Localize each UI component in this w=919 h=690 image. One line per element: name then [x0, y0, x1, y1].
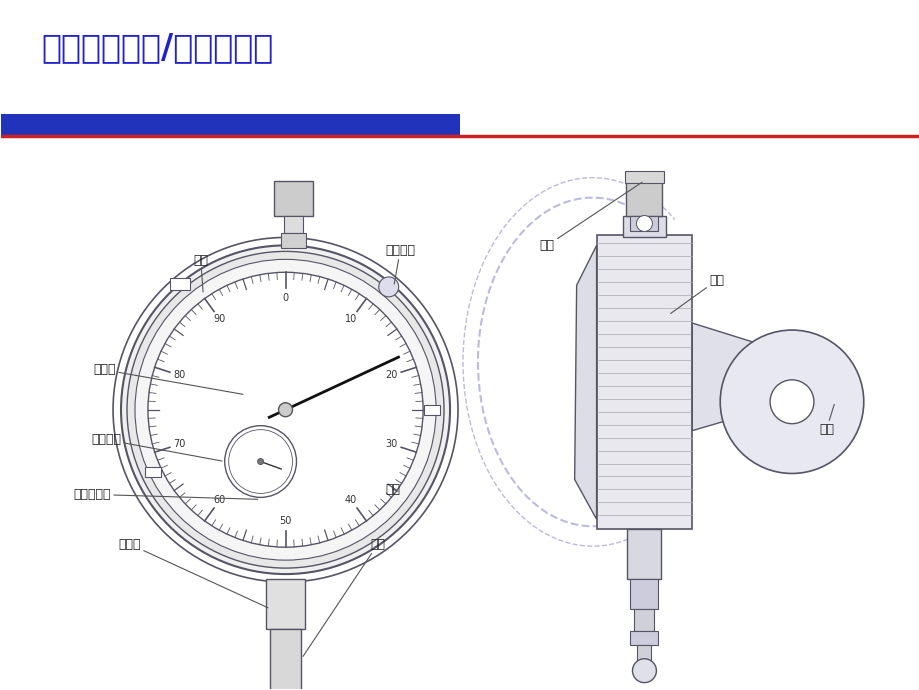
Bar: [273, 181, 313, 215]
Text: 60: 60: [213, 495, 226, 505]
Bar: [624, 170, 664, 183]
Bar: [630, 215, 658, 231]
Circle shape: [148, 273, 423, 547]
Bar: [637, 644, 651, 661]
Polygon shape: [574, 246, 596, 520]
Bar: [283, 215, 303, 233]
Bar: [144, 466, 161, 477]
Text: 界限指针: 界限指针: [385, 244, 414, 284]
Text: 主指针: 主指针: [94, 364, 243, 394]
Bar: [630, 579, 658, 609]
Bar: [627, 529, 661, 579]
Text: 表盘: 表盘: [385, 483, 400, 496]
Bar: [170, 278, 189, 290]
Text: 表圈: 表圈: [193, 254, 208, 292]
Circle shape: [224, 426, 296, 497]
Circle shape: [631, 659, 655, 682]
Text: 表体: 表体: [670, 274, 723, 313]
Text: 80: 80: [173, 371, 186, 380]
Text: 转数指针: 转数指针: [91, 433, 221, 461]
Circle shape: [379, 277, 398, 297]
Bar: [622, 215, 665, 237]
Bar: [280, 233, 306, 248]
Circle shape: [769, 380, 813, 424]
Circle shape: [127, 251, 444, 568]
Text: 50: 50: [279, 516, 291, 526]
Text: 10: 10: [345, 315, 357, 324]
Bar: [596, 235, 691, 529]
Bar: [630, 631, 658, 644]
Text: 测量头: 测量头: [0, 689, 1, 690]
Circle shape: [278, 403, 292, 417]
Circle shape: [636, 215, 652, 231]
Bar: [266, 579, 305, 629]
Text: 测量杆: 测量杆: [119, 538, 267, 608]
Circle shape: [257, 459, 264, 464]
Circle shape: [720, 330, 863, 473]
Circle shape: [135, 259, 436, 560]
Polygon shape: [691, 323, 777, 431]
Bar: [626, 181, 662, 215]
Text: 轴套: 轴套: [302, 538, 385, 656]
Text: 0: 0: [282, 293, 289, 303]
Text: 挡帽: 挡帽: [539, 182, 641, 252]
Text: 70: 70: [173, 440, 186, 449]
Bar: [2, 114, 460, 136]
Bar: [269, 629, 301, 690]
Text: 90: 90: [213, 315, 226, 324]
Circle shape: [121, 246, 449, 574]
Text: 转数指式盘: 转数指式盘: [74, 488, 257, 501]
Text: 30: 30: [385, 440, 397, 449]
Text: 40: 40: [345, 495, 357, 505]
Bar: [634, 609, 653, 631]
Bar: [424, 405, 439, 415]
Text: 指针式百分表/千分表结构: 指针式百分表/千分表结构: [41, 31, 273, 64]
Text: 20: 20: [385, 371, 398, 380]
Text: 耳环: 耳环: [818, 404, 834, 436]
